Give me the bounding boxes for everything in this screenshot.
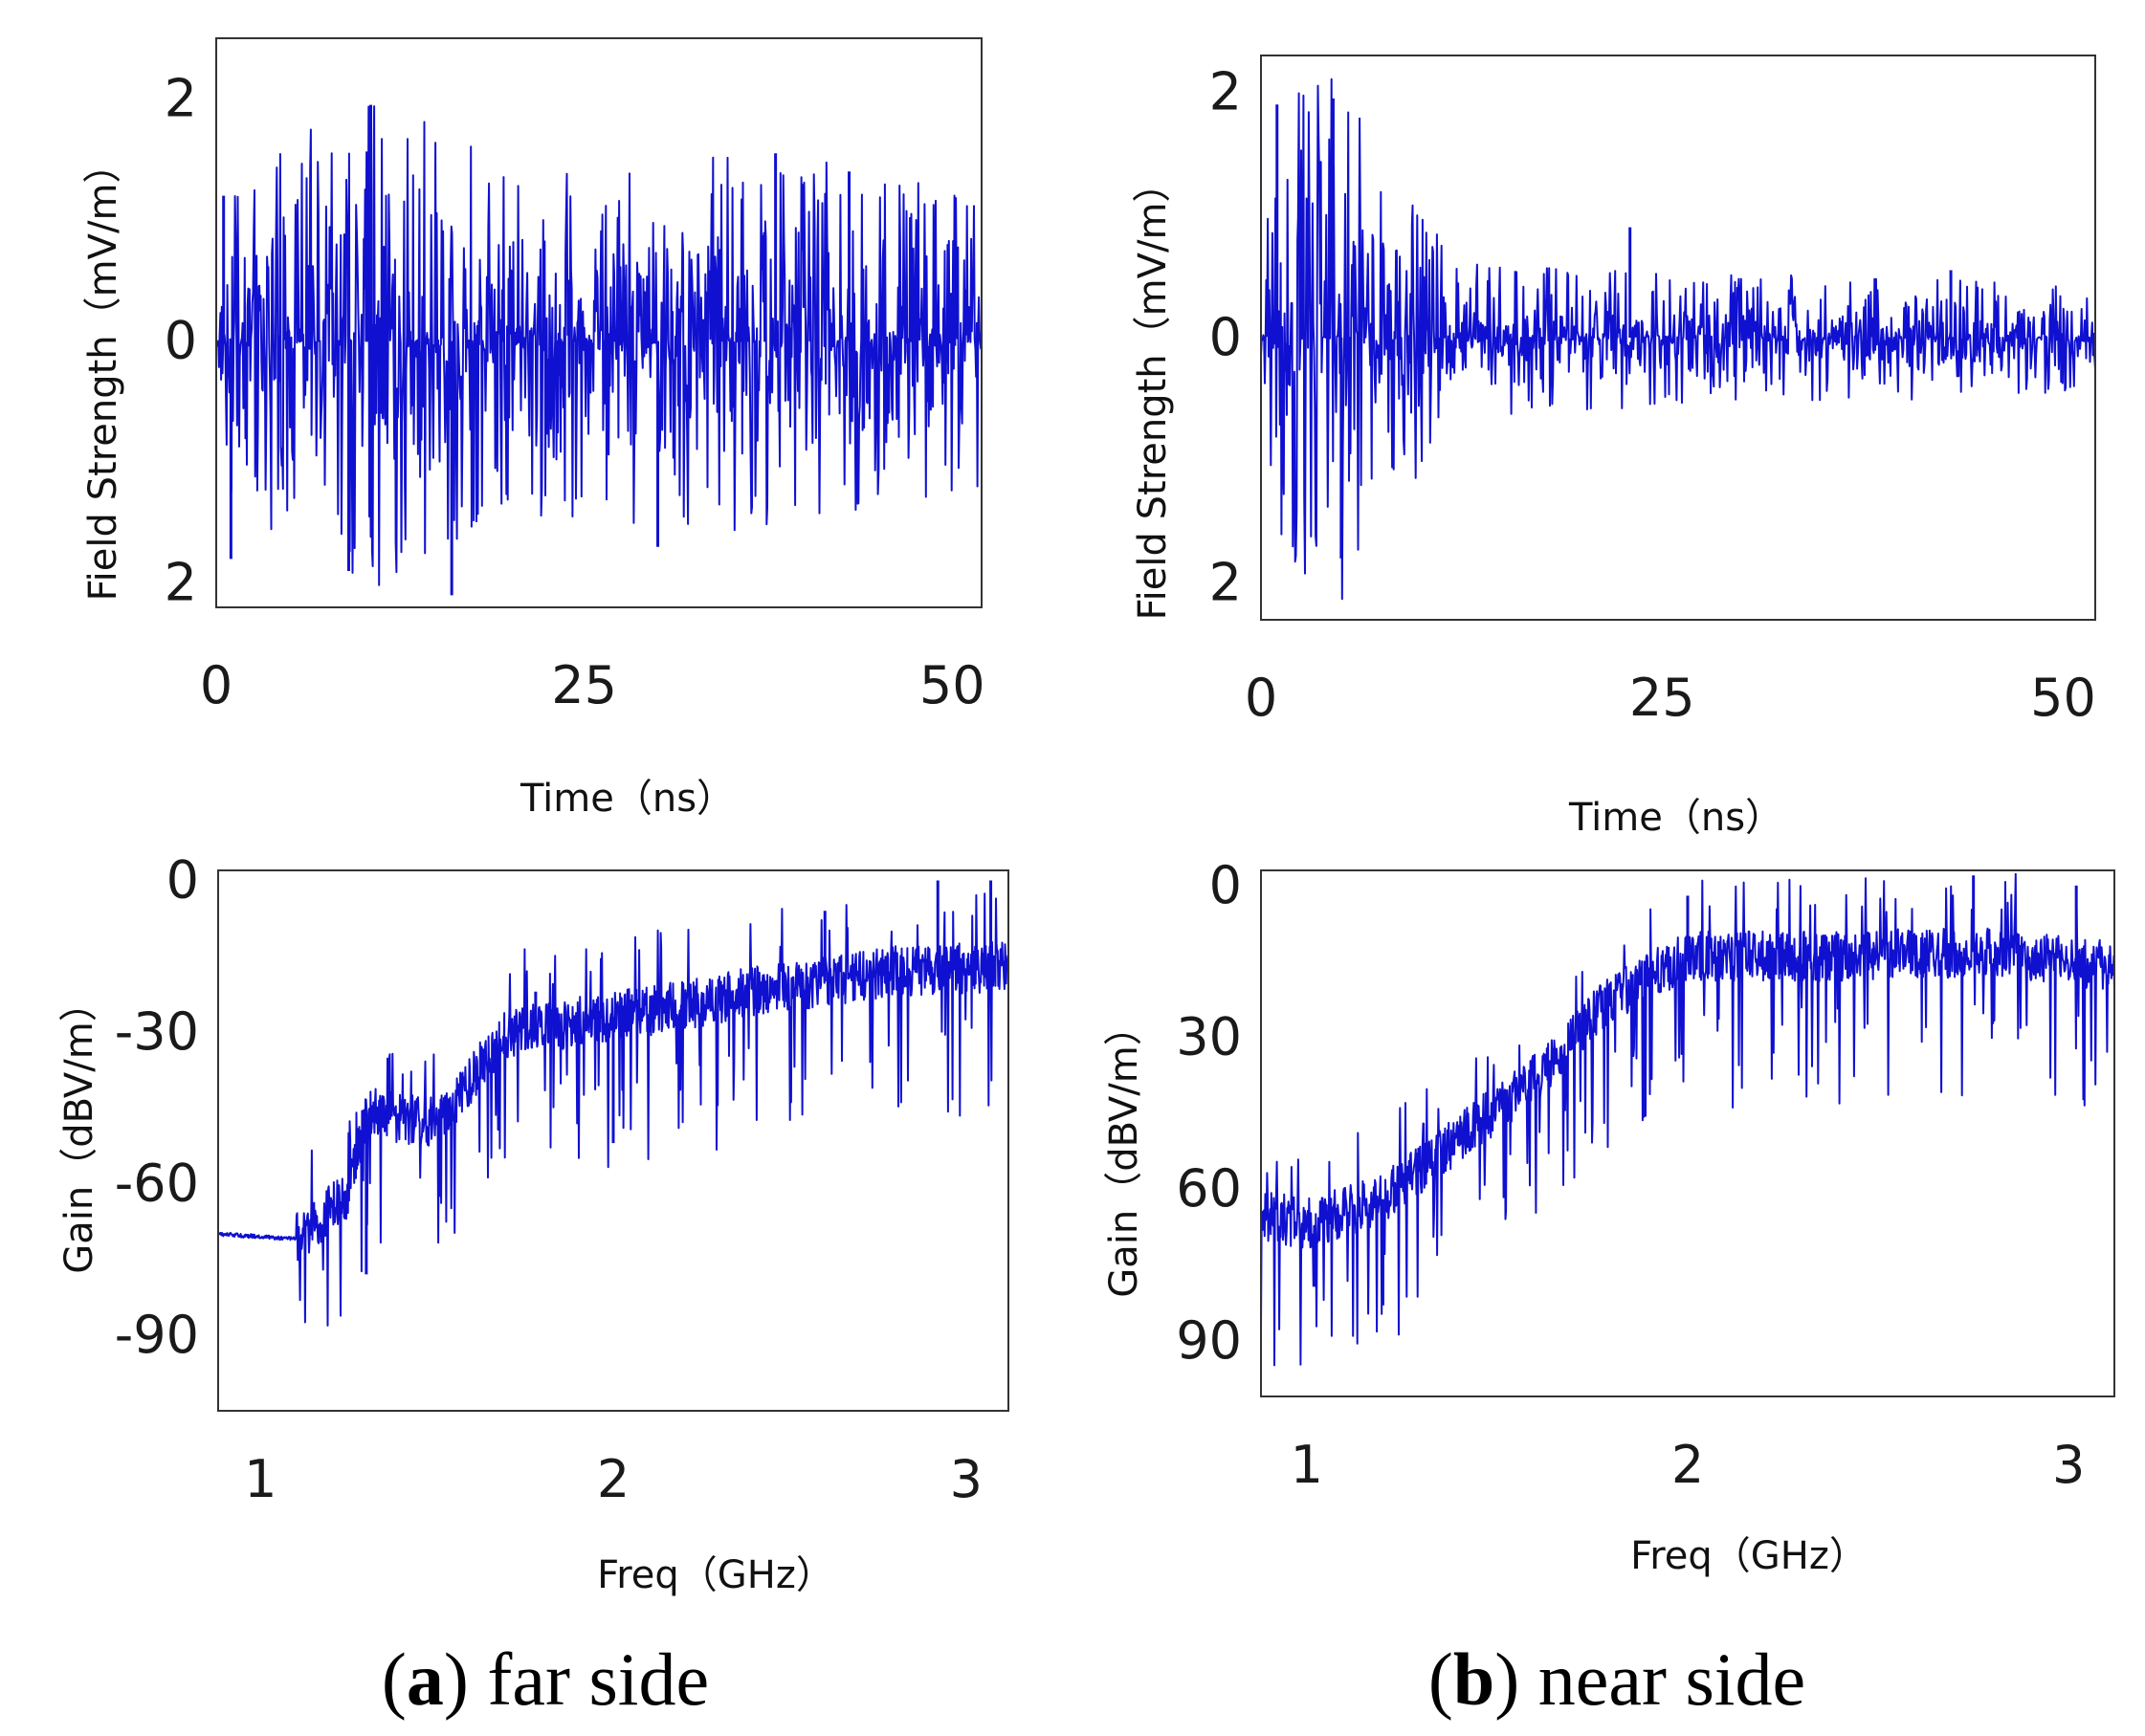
y-tick-label: 2 <box>1209 61 1242 121</box>
x-tick-label: 3 <box>950 1449 983 1509</box>
tick-labels-group: 1 2 3 0 -30 -60 -90 <box>115 850 983 1509</box>
plot-frame <box>1260 869 2115 1397</box>
y-tick-label: -30 <box>115 1001 199 1062</box>
x-tick-label: 25 <box>1629 668 1695 728</box>
x-axis-label: Freq（GHz） <box>1630 1534 1868 1578</box>
signal-trace <box>215 105 983 586</box>
x-tick-label: 0 <box>200 655 232 715</box>
plot-frame <box>217 869 1009 1412</box>
y-tick-label: 0 <box>1209 307 1242 367</box>
x-tick-label: 1 <box>244 1449 276 1509</box>
x-tick-label: 2 <box>597 1449 630 1509</box>
y-axis-label: Gain（dBV/m） <box>57 983 101 1273</box>
y-axis-label: Gain（dBV/m） <box>1102 1007 1146 1297</box>
caption-b-letter: b <box>1453 1637 1494 1721</box>
signal-trace <box>1260 77 2096 601</box>
caption-a: (a) far side <box>382 1637 709 1721</box>
caption-b: (b) near side <box>1428 1637 1805 1721</box>
x-tick-label: 1 <box>1291 1435 1323 1495</box>
y-tick-label: -60 <box>115 1153 199 1213</box>
y-tick-label: 2 <box>165 68 197 128</box>
y-tick-label: 2 <box>165 553 197 613</box>
y-tick-label: 0 <box>166 850 199 911</box>
y-tick-label: 90 <box>1176 1310 1242 1371</box>
signal-series-group <box>1260 872 2115 1367</box>
caption-a-text: far side <box>487 1637 709 1721</box>
plot-frame <box>1260 55 2096 621</box>
y-tick-label: 0 <box>165 310 197 370</box>
signal-series-group <box>217 880 1009 1327</box>
y-tick-label: 60 <box>1176 1158 1242 1219</box>
x-axis-label: Time（ns） <box>520 777 735 821</box>
caption-a-letter: a <box>407 1637 444 1721</box>
x-tick-label: 50 <box>2030 668 2096 728</box>
x-tick-label: 50 <box>919 655 985 715</box>
x-tick-label: 0 <box>1245 668 1277 728</box>
y-tick-label: 0 <box>1209 855 1242 915</box>
y-axis-label: Field Strength（mV/m） <box>81 145 125 602</box>
y-tick-label: 30 <box>1176 1007 1242 1067</box>
caption-b-text: near side <box>1538 1637 1805 1721</box>
x-tick-label: 3 <box>2052 1435 2085 1495</box>
y-axis-label: Field Strength（mV/m） <box>1131 165 1175 621</box>
signal-series-group <box>1260 77 2096 601</box>
x-tick-label: 2 <box>1671 1435 1704 1495</box>
x-axis-label: Freq（GHz） <box>597 1553 834 1597</box>
chart-freq-far: Gain（dBV/m） Freq（GHz） 1 2 3 0 -30 -60 -90 <box>57 850 1009 1597</box>
signal-series-group <box>215 104 983 596</box>
x-axis-label: Time（ns） <box>1568 796 1783 840</box>
plot-frame <box>215 37 983 608</box>
y-tick-label: 2 <box>1209 553 1242 613</box>
x-tick-label: 25 <box>551 655 617 715</box>
y-tick-label: -90 <box>115 1305 199 1365</box>
